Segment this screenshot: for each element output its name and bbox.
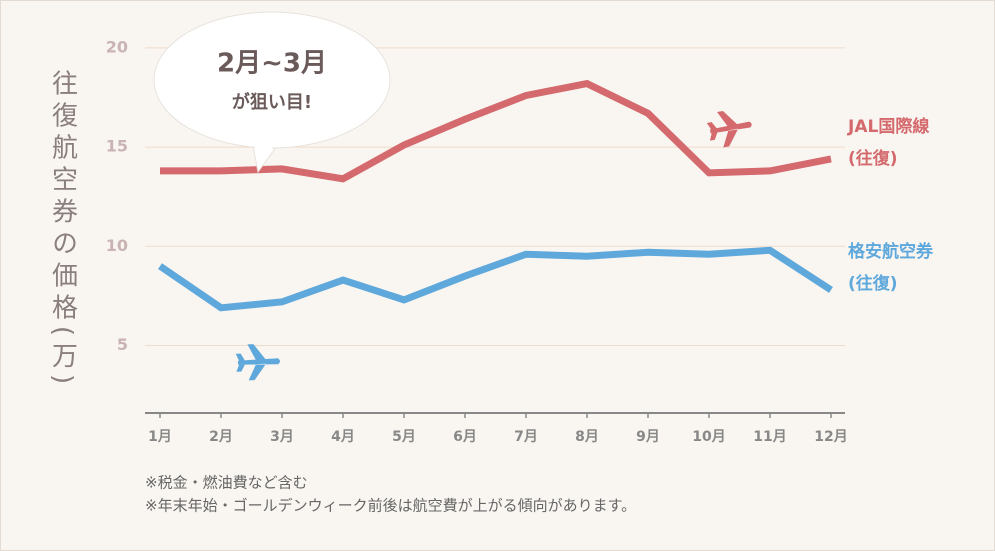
series-line: [160, 79, 832, 183]
x-tick-label: 7月: [514, 429, 538, 445]
x-tick-label: 12月: [814, 429, 847, 445]
x-tick-label: 5月: [392, 429, 416, 445]
x-tick-label: 3月: [270, 429, 294, 445]
note: ※年末年始・ゴールデンウィーク前後は航空費が上がる傾向があります。: [145, 497, 636, 515]
callout-subtitle: が狙い目!: [232, 91, 312, 113]
plane-icon: [706, 110, 752, 148]
y-tick-label: 15: [106, 137, 128, 156]
callout-title: 2月~3月: [217, 49, 327, 79]
x-tick-label: 1月: [148, 429, 172, 445]
legend-label: (往復): [848, 273, 898, 294]
x-tick-label: 2月: [209, 429, 233, 445]
note: ※税金・燃油費など含む: [145, 474, 308, 492]
x-tick-label: 10月: [692, 429, 725, 445]
x-tick-label: 11月: [753, 429, 786, 445]
y-tick-label: 5: [117, 335, 128, 354]
y-axis-title: 往復航空券の価格(万): [48, 70, 78, 390]
callout: 2月~3月 が狙い目!: [153, 11, 391, 174]
x-tick-label: 8月: [575, 429, 599, 445]
series-line: [158, 246, 833, 312]
x-tick-label: 9月: [636, 429, 660, 445]
y-tick-label: 20: [106, 37, 128, 56]
x-tick-label: 4月: [331, 429, 355, 445]
y-tick-label: 10: [106, 236, 128, 255]
legend-label: (往復): [848, 148, 898, 169]
legend-label: 格安航空券: [848, 241, 934, 262]
legend-label: JAL国際線: [847, 116, 929, 137]
plane-icon: [235, 344, 280, 381]
x-tick-label: 6月: [453, 429, 477, 445]
